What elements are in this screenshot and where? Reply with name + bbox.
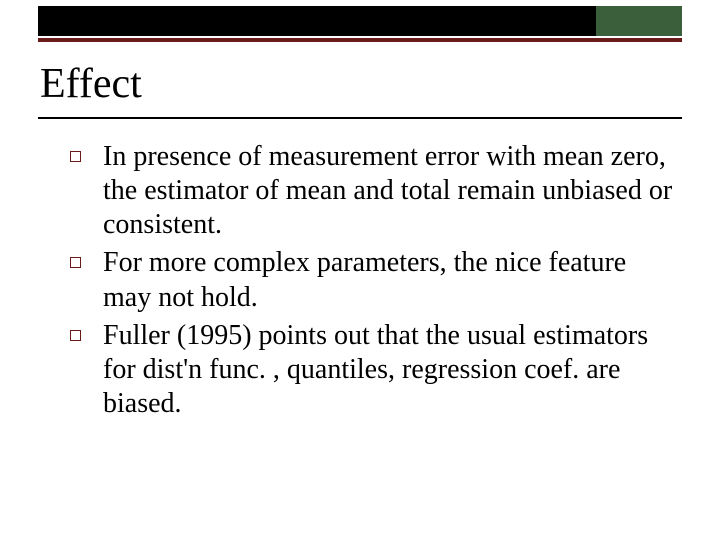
bullet-text: For more complex parameters, the nice fe… [103, 246, 674, 314]
bullet-item: In presence of measurement error with me… [70, 140, 674, 242]
bullet-text: Fuller (1995) points out that the usual … [103, 319, 674, 421]
bullet-item: Fuller (1995) points out that the usual … [70, 319, 674, 421]
square-bullet-icon [70, 151, 81, 162]
slide-body: In presence of measurement error with me… [70, 140, 674, 425]
slide-title: Effect [40, 60, 142, 108]
bullet-item: For more complex parameters, the nice fe… [70, 246, 674, 314]
accent-line [38, 38, 682, 42]
bullet-text: In presence of measurement error with me… [103, 140, 674, 242]
slide: Effect In presence of measurement error … [0, 0, 720, 540]
top-bar [38, 6, 682, 36]
square-bullet-icon [70, 257, 81, 268]
square-bullet-icon [70, 330, 81, 341]
top-bar-accent [596, 6, 682, 36]
title-underline [38, 117, 682, 119]
